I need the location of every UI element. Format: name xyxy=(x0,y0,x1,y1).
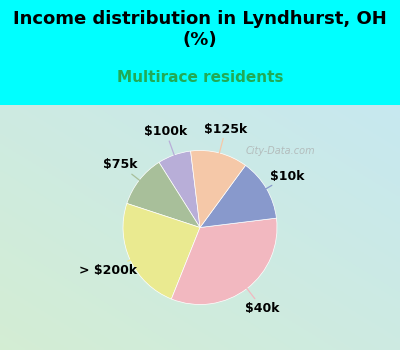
Wedge shape xyxy=(159,151,200,228)
Text: $75k: $75k xyxy=(103,159,156,193)
Wedge shape xyxy=(191,150,246,228)
Text: Income distribution in Lyndhurst, OH
(%): Income distribution in Lyndhurst, OH (%) xyxy=(13,10,387,49)
Text: $10k: $10k xyxy=(248,169,305,200)
Wedge shape xyxy=(127,162,200,228)
Text: City-Data.com: City-Data.com xyxy=(245,146,315,155)
Wedge shape xyxy=(172,218,277,304)
Text: $40k: $40k xyxy=(234,271,279,315)
Text: > $200k: > $200k xyxy=(79,251,150,277)
Wedge shape xyxy=(123,203,200,299)
Text: $100k: $100k xyxy=(144,125,188,175)
Text: $125k: $125k xyxy=(204,122,247,174)
Text: Multirace residents: Multirace residents xyxy=(117,70,283,85)
Wedge shape xyxy=(200,165,276,228)
